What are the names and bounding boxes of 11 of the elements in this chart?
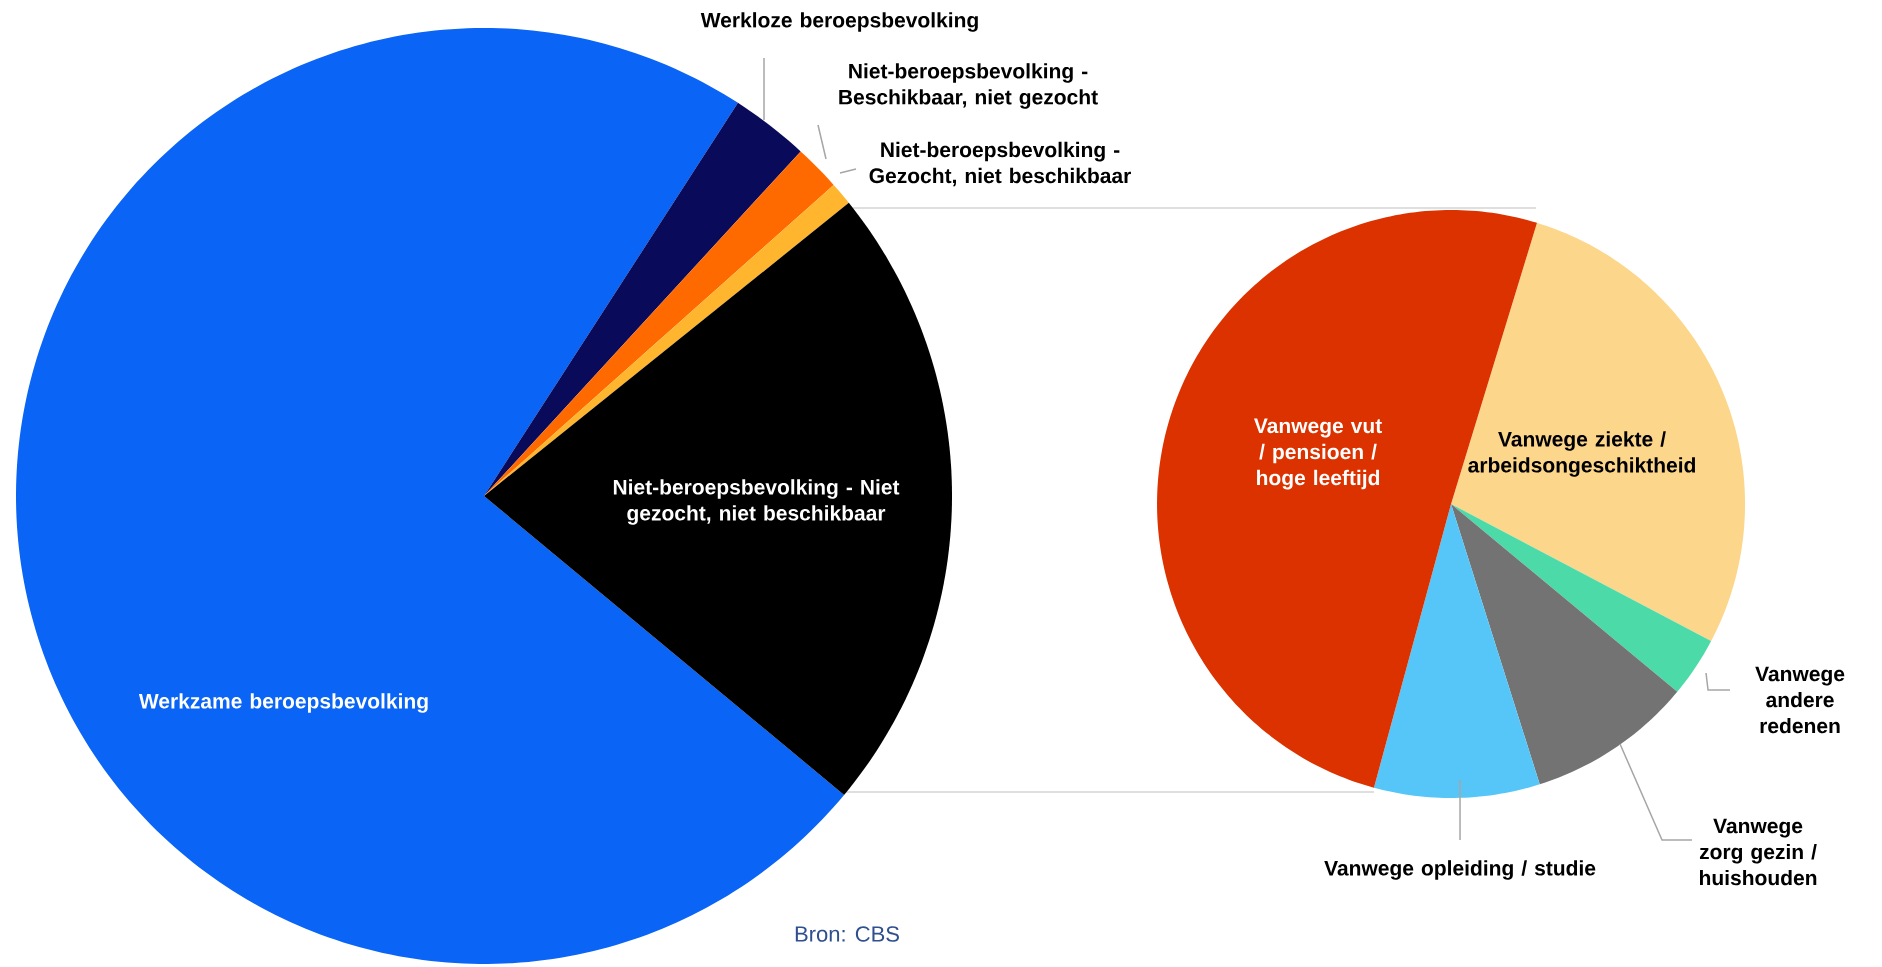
slice-label: Vanwege opleiding / studie: [1324, 860, 1596, 880]
slice-label: Niet-beroepsbevolking - Niet gezocht, niet beschikbaar: [613, 479, 900, 525]
slice-label: Niet-beroepsbevolking - Gezocht, niet beschikbaar: [869, 141, 1131, 187]
slice-label: Vanwege andere redenen: [1755, 666, 1845, 734]
slice-label: Vanwege vut / pensioen / hoge leeftijd: [1253, 418, 1382, 490]
slice-label: Vanwege zorg gezin / huishouden: [1699, 818, 1817, 886]
slice-label: Werkloze beroepsbevolking: [700, 12, 978, 32]
slice-label: Vanwege ziekte / arbeidsongeschiktheid: [1468, 431, 1696, 477]
slice-label: Niet-beroepsbevolking - Beschikbaar, niet gezocht: [839, 63, 1098, 109]
text: Bron: CBS: [795, 926, 899, 942]
slice-label: Werkzame beroepsbevolking: [138, 693, 428, 713]
